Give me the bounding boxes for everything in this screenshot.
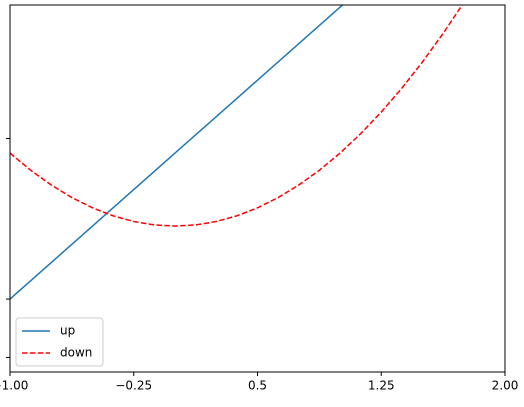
legend: up down	[15, 317, 104, 367]
series-line	[10, 5, 344, 300]
x-tick-label: −0.25	[115, 379, 152, 393]
legend-label: up	[60, 324, 75, 338]
plot-area	[10, 5, 464, 300]
axes-frame	[9, 4, 506, 373]
series-line	[10, 5, 464, 227]
x-tick-label: 1.25	[368, 379, 395, 393]
x-tick-label: 0.5	[248, 379, 267, 393]
legend-box	[15, 317, 104, 367]
x-tick-label: 2.00	[492, 379, 519, 393]
x-tick-label: −1.00	[0, 379, 28, 393]
legend-label: down	[60, 346, 92, 360]
